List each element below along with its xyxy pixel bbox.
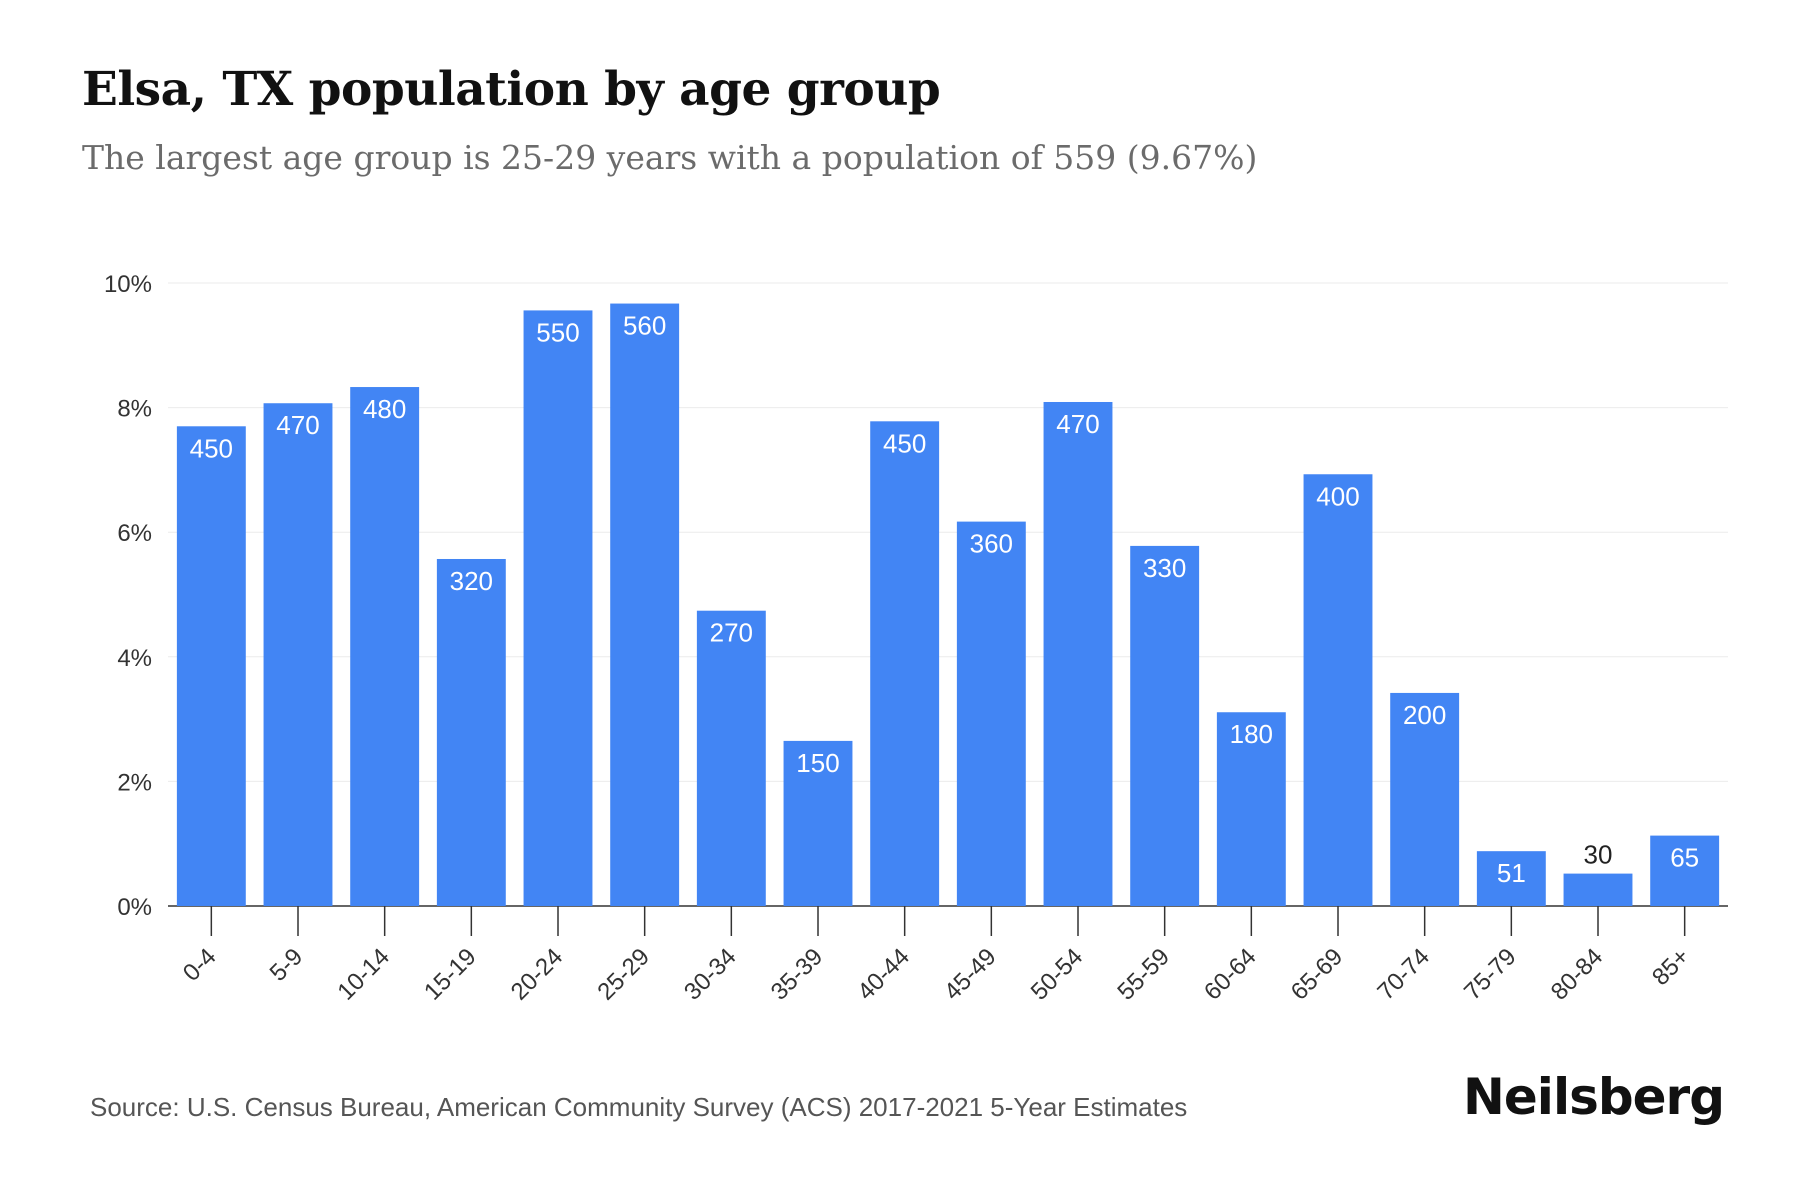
bar-65-69 <box>1303 474 1373 906</box>
x-tick-label: 55-59 <box>1112 943 1175 1006</box>
y-tick-label: 6% <box>117 520 152 547</box>
data-label: 470 <box>276 410 319 440</box>
x-tick-label: 65-69 <box>1286 943 1349 1006</box>
x-tick-label: 80-84 <box>1546 943 1609 1006</box>
data-label: 30 <box>1584 840 1613 870</box>
data-label: 330 <box>1143 553 1186 583</box>
bar-15-19 <box>436 558 506 906</box>
x-tick-label: 15-19 <box>419 943 482 1006</box>
bar-5-9 <box>263 403 333 906</box>
y-tick-label: 0% <box>117 894 152 921</box>
bar-75-79 <box>1476 851 1546 906</box>
bar-60-64 <box>1216 712 1286 906</box>
bar-85+ <box>1650 835 1720 906</box>
brand-logo: Neilsberg <box>1463 1068 1725 1126</box>
bar-50-54 <box>1043 401 1113 906</box>
data-label: 270 <box>710 618 753 648</box>
x-tick-label: 0-4 <box>178 943 222 987</box>
y-tick-label: 4% <box>117 645 152 672</box>
y-tick-label: 8% <box>117 396 152 423</box>
bar-10-14 <box>350 387 420 906</box>
x-tick-label: 70-74 <box>1372 943 1435 1006</box>
bar-20-24 <box>523 310 593 906</box>
x-tick-label: 35-39 <box>766 943 829 1006</box>
bar-35-39 <box>783 740 853 906</box>
data-label: 150 <box>796 748 839 778</box>
x-tick-label: 10-14 <box>332 943 395 1006</box>
x-tick-label: 75-79 <box>1459 943 1522 1006</box>
x-tick-label: 60-64 <box>1199 943 1262 1006</box>
bar-80-84 <box>1563 873 1633 906</box>
data-label: 400 <box>1316 481 1359 511</box>
x-tick-label: 50-54 <box>1026 943 1089 1006</box>
x-tick-label: 5-9 <box>265 943 309 987</box>
data-label: 450 <box>190 433 233 463</box>
data-label: 200 <box>1403 700 1446 730</box>
bar-45-49 <box>956 521 1026 906</box>
chart-title: Elsa, TX population by age group <box>82 62 941 117</box>
y-tick-label: 2% <box>117 769 152 796</box>
data-label: 550 <box>536 317 579 347</box>
bar-40-44 <box>870 421 940 906</box>
bar-70-74 <box>1390 692 1460 906</box>
chart-subtitle: The largest age group is 25-29 years wit… <box>82 138 1258 177</box>
source-note: Source: U.S. Census Bureau, American Com… <box>90 1092 1188 1122</box>
data-label: 470 <box>1056 409 1099 439</box>
data-label: 450 <box>883 428 926 458</box>
bar-55-59 <box>1130 545 1200 906</box>
data-label: 360 <box>970 529 1013 559</box>
data-label: 320 <box>450 566 493 596</box>
data-label: 65 <box>1670 843 1699 873</box>
bar-0-4 <box>176 426 246 906</box>
bar-chart: 0% 2% 4% 6% 8% 10% 450 0-4 470 5-9 480 10-14 320 15-1… <box>104 271 1728 1006</box>
data-label: 560 <box>623 311 666 341</box>
data-label: 180 <box>1230 719 1273 749</box>
bar-30-34 <box>696 610 766 906</box>
x-tick-label: 45-49 <box>939 943 1002 1006</box>
x-tick-label: 30-34 <box>679 943 742 1006</box>
x-tick-label: 25-29 <box>592 943 655 1006</box>
x-tick-label: 20-24 <box>506 943 569 1006</box>
x-tick-label: 40-44 <box>852 943 915 1006</box>
bar-25-29 <box>610 303 680 907</box>
y-tick-label: 10% <box>104 271 152 298</box>
data-label: 51 <box>1497 858 1526 888</box>
x-tick-label: 85+ <box>1647 943 1695 991</box>
data-label: 480 <box>363 394 406 424</box>
